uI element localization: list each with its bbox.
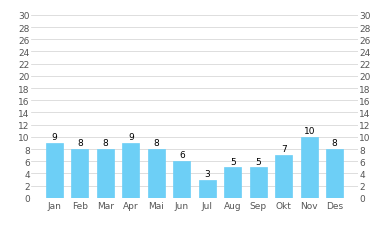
Bar (250, 168, 266, 198)
Text: 9: 9 (128, 133, 134, 142)
Bar (148, 149, 165, 198)
Text: 8: 8 (332, 139, 338, 148)
Text: 9: 9 (51, 133, 57, 142)
Bar (301, 137, 317, 198)
Bar (224, 168, 241, 198)
Bar (123, 143, 139, 198)
Text: 5: 5 (230, 157, 236, 166)
Bar (72, 149, 88, 198)
Text: 10: 10 (303, 126, 315, 135)
Bar (173, 162, 190, 198)
Text: 8: 8 (77, 139, 82, 148)
Text: 8: 8 (102, 139, 108, 148)
Bar (46, 143, 63, 198)
Text: 3: 3 (204, 169, 210, 178)
Text: 8: 8 (153, 139, 159, 148)
Bar (97, 149, 114, 198)
Text: 5: 5 (255, 157, 261, 166)
Text: 6: 6 (179, 151, 185, 160)
Bar (326, 149, 343, 198)
Text: 7: 7 (281, 145, 287, 154)
Bar (199, 180, 216, 198)
Bar (275, 155, 292, 198)
